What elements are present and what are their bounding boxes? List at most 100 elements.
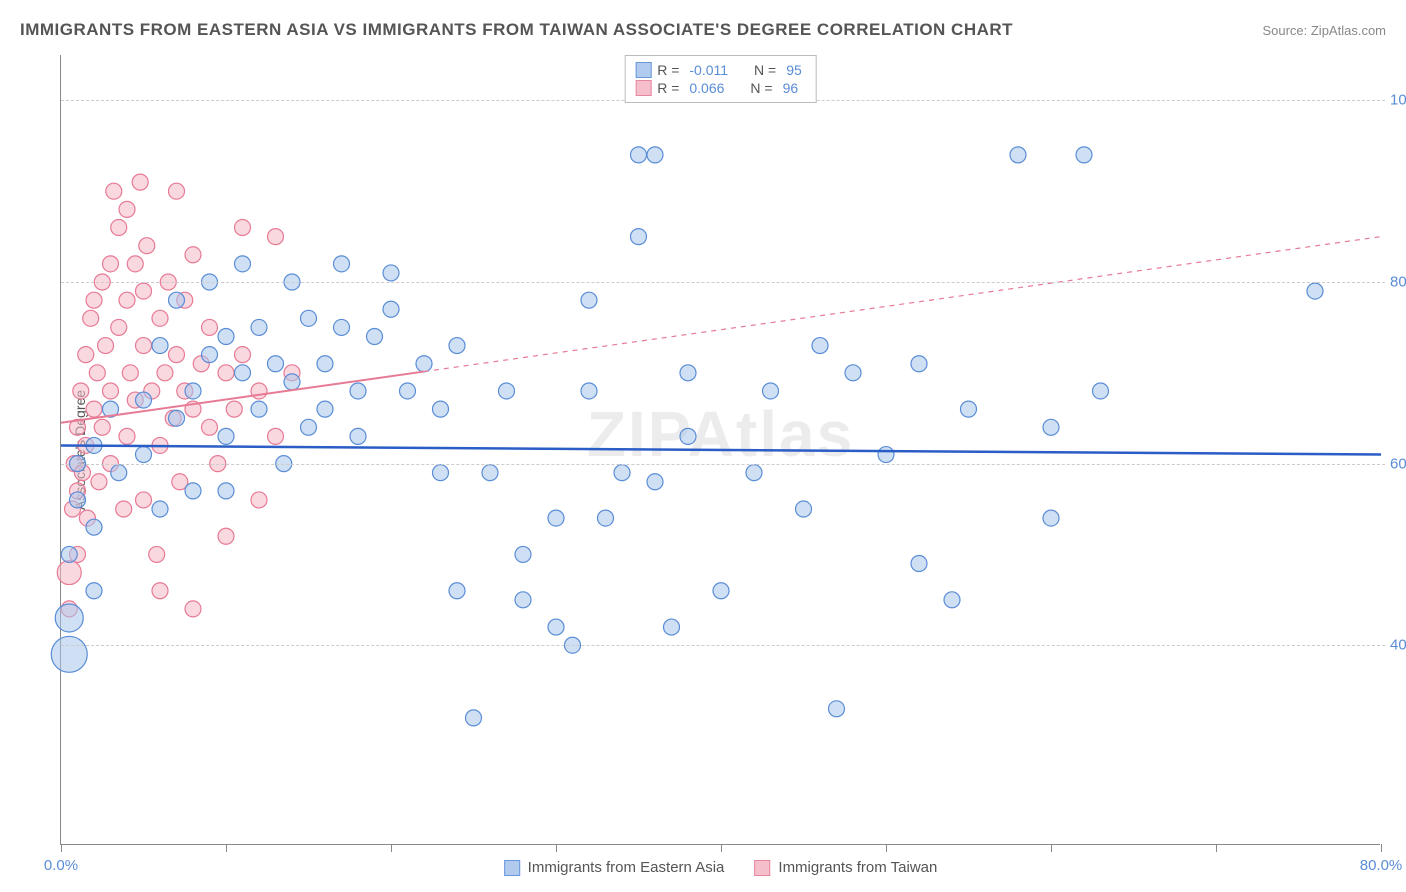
data-point: [98, 338, 114, 354]
data-point: [1307, 283, 1323, 299]
legend-swatch-pink: [635, 80, 651, 96]
legend-swatch-blue: [504, 860, 520, 876]
data-point: [581, 383, 597, 399]
data-point: [86, 401, 102, 417]
data-point: [152, 310, 168, 326]
x-tick: [1381, 844, 1382, 852]
data-point: [317, 401, 333, 417]
data-point: [185, 383, 201, 399]
data-point: [91, 474, 107, 490]
gridline-h: [61, 282, 1385, 283]
data-point: [226, 401, 242, 417]
data-point: [152, 583, 168, 599]
data-point: [70, 492, 86, 508]
data-point: [149, 546, 165, 562]
data-point: [127, 256, 143, 272]
n-value-blue: 95: [782, 62, 806, 78]
data-point: [598, 510, 614, 526]
r-value-pink: 0.066: [685, 80, 728, 96]
n-label: N =: [750, 80, 772, 96]
x-tick: [1051, 844, 1052, 852]
data-point: [86, 519, 102, 535]
data-point: [202, 347, 218, 363]
data-point: [116, 501, 132, 517]
trend-line: [424, 237, 1381, 372]
chart-area: Associate's Degree ZIPAtlas 40.0%60.0%80…: [60, 55, 1380, 845]
n-value-pink: 96: [779, 80, 803, 96]
x-tick: [556, 844, 557, 852]
data-point: [713, 583, 729, 599]
r-label: R =: [657, 80, 679, 96]
data-point: [647, 147, 663, 163]
n-label: N =: [754, 62, 776, 78]
data-point: [218, 528, 234, 544]
data-point: [251, 401, 267, 417]
data-point: [202, 319, 218, 335]
data-point: [416, 356, 432, 372]
legend-series: Immigrants from Eastern Asia Immigrants …: [504, 859, 938, 876]
data-point: [157, 365, 173, 381]
x-tick: [886, 844, 887, 852]
data-point: [1093, 383, 1109, 399]
data-point: [1043, 510, 1059, 526]
data-point: [829, 701, 845, 717]
data-point: [845, 365, 861, 381]
data-point: [631, 229, 647, 245]
data-point: [680, 428, 696, 444]
data-point: [911, 356, 927, 372]
data-point: [268, 229, 284, 245]
data-point: [449, 583, 465, 599]
data-point: [515, 592, 531, 608]
data-point: [334, 319, 350, 335]
data-point: [350, 428, 366, 444]
data-point: [515, 546, 531, 562]
data-point: [61, 546, 77, 562]
data-point: [961, 401, 977, 417]
data-point: [301, 419, 317, 435]
x-tick: [721, 844, 722, 852]
data-point: [763, 383, 779, 399]
data-point: [218, 328, 234, 344]
data-point: [647, 474, 663, 490]
data-point: [169, 183, 185, 199]
data-point: [169, 292, 185, 308]
data-point: [152, 501, 168, 517]
legend-item-pink: Immigrants from Taiwan: [754, 859, 937, 876]
trend-line: [61, 445, 1381, 454]
data-point: [466, 710, 482, 726]
legend-item-blue: Immigrants from Eastern Asia: [504, 859, 725, 876]
data-point: [944, 592, 960, 608]
data-point: [796, 501, 812, 517]
data-point: [73, 383, 89, 399]
data-point: [136, 492, 152, 508]
data-point: [218, 483, 234, 499]
data-point: [185, 247, 201, 263]
data-point: [51, 636, 87, 672]
r-value-blue: -0.011: [685, 62, 732, 78]
data-point: [1043, 419, 1059, 435]
data-point: [614, 465, 630, 481]
y-tick-label: 60.0%: [1390, 455, 1406, 472]
data-point: [94, 419, 110, 435]
x-tick: [391, 844, 392, 852]
data-point: [499, 383, 515, 399]
y-tick-label: 80.0%: [1390, 274, 1406, 291]
data-point: [235, 347, 251, 363]
legend-stats: R = -0.011 N = 95 R = 0.066 N = 96: [624, 55, 817, 103]
data-point: [350, 383, 366, 399]
data-point: [136, 338, 152, 354]
data-point: [548, 619, 564, 635]
data-point: [103, 256, 119, 272]
data-point: [122, 365, 138, 381]
data-point: [169, 347, 185, 363]
data-point: [383, 265, 399, 281]
data-point: [878, 447, 894, 463]
data-point: [132, 174, 148, 190]
data-point: [152, 338, 168, 354]
data-point: [83, 310, 99, 326]
data-point: [89, 365, 105, 381]
data-point: [680, 365, 696, 381]
data-point: [185, 483, 201, 499]
data-point: [57, 561, 81, 585]
legend-stats-row-pink: R = 0.066 N = 96: [635, 80, 806, 96]
